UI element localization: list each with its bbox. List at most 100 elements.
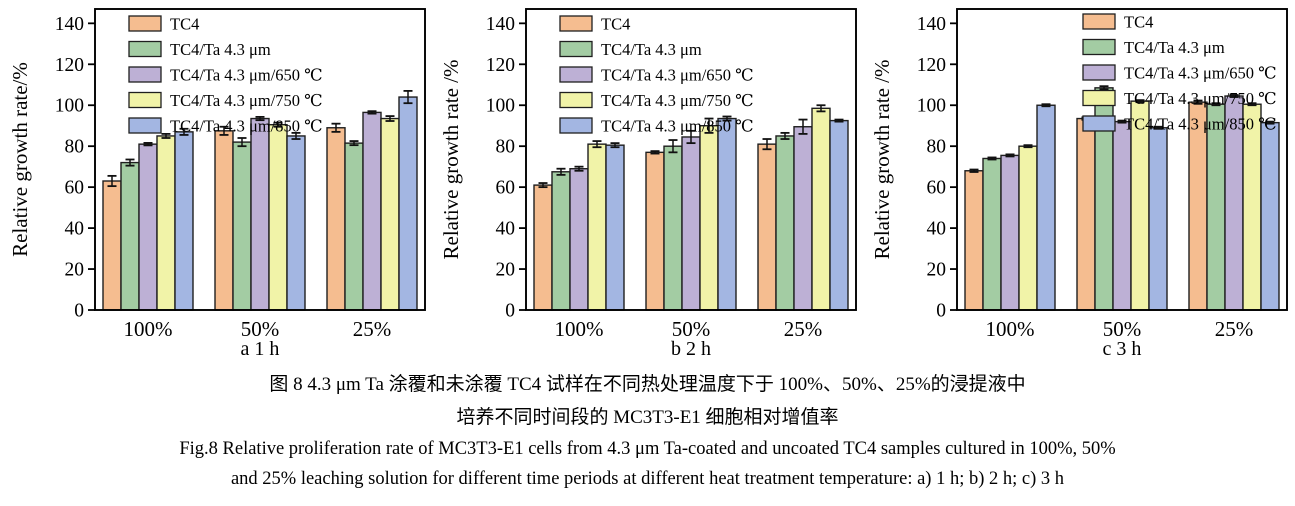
legend-label: TC4/Ta 4.3 μm/850 ℃ [1124,115,1277,134]
y-axis-tick-label: 100 [917,96,946,117]
legend-swatch [128,66,162,83]
bar [1242,103,1262,311]
bar [174,131,194,311]
y-axis-tick-label: 100 [486,96,515,117]
bar [398,96,418,311]
y-axis-title: Relative growth rate /% [439,59,463,259]
panel-sublabel: c 3 h [1103,338,1142,360]
legend-swatch [128,117,162,134]
category-label: 25% [353,317,392,341]
bar-chart-c: 0 20 40 60 80 100 120 140 Relative growth rate /… [870,8,1288,360]
caption-zh-line1: 图 8 4.3 μm Ta 涂覆和未涂覆 TC4 试样在不同热处理温度下于 10… [269,374,1026,395]
bar [964,170,984,311]
y-axis-tick-label: 40 [496,219,516,240]
y-axis-tick-label: 40 [927,219,947,240]
y-axis-tick-label: 80 [65,137,85,158]
category-label: 25% [784,317,823,341]
y-axis-tick-label: 0 [505,301,515,322]
figure-caption: 图 8 4.3 μm Ta 涂覆和未涂覆 TC4 试样在不同热处理温度下于 10… [0,368,1295,494]
bar [645,151,665,311]
y-axis-tick-label: 60 [496,178,516,199]
legend-swatch [559,91,593,109]
bar [362,111,382,311]
category-label: 100% [986,317,1035,341]
bar [1206,103,1226,311]
legend-swatch [1082,115,1116,132]
y-axis-tick-label: 140 [486,14,515,35]
category-label: 25% [1215,317,1254,341]
category-label: 100% [124,317,173,341]
legend-label: TC4/Ta 4.3 μm/650 ℃ [601,66,754,85]
category-label: 100% [555,317,604,341]
bar [232,141,252,311]
bar [681,136,701,311]
legend-swatch [559,66,593,83]
bar [268,123,288,311]
y-axis-tick-label: 80 [927,137,947,158]
bar [1036,104,1056,311]
bar [1018,145,1038,311]
legend-swatch [559,40,593,58]
y-axis-tick-label: 100 [55,96,84,117]
legend-label: TC4/Ta 4.3 μm [601,40,702,59]
bar [1148,127,1168,311]
legend-swatch [559,117,593,134]
bar [120,161,140,311]
bar [811,107,831,311]
figure-panels: 0 20 40 60 80 100 120 140 Relative growth rate/%… [1,0,1294,362]
y-axis-tick-label: 20 [65,260,85,281]
chart-panel-c: 0 20 40 60 80 100 120 140 Relative growth rate /… [863,0,1294,362]
legend-label: TC4/Ta 4.3 μm/850 ℃ [170,117,323,136]
y-axis-tick-label: 60 [65,178,85,199]
y-axis-tick-label: 140 [55,14,84,35]
bar [587,143,607,311]
legend-label: TC4/Ta 4.3 μm/650 ℃ [170,66,323,85]
chart-panel-a: 0 20 40 60 80 100 120 140 Relative growth rate/%… [1,0,432,362]
bar [757,143,777,311]
bar [214,130,234,311]
y-axis-tick-label: 140 [917,14,946,35]
category-label: 50% [1103,317,1142,341]
bar-chart-b: 0 20 40 60 80 100 120 140 Relative growth rate /… [439,8,857,360]
legend-swatch [128,40,162,58]
bar [551,171,571,311]
caption-zh-line2: 培养不同时间段的 MC3T3-E1 细胞相对增值率 [456,407,839,428]
bar [156,135,176,311]
legend-label: TC4/Ta 4.3 μm/650 ℃ [1124,64,1277,83]
chart-panel-b: 0 20 40 60 80 100 120 140 Relative growth rate /… [432,0,863,362]
y-axis-tick-label: 120 [486,55,515,76]
y-axis-title: Relative growth rate /% [870,59,894,259]
bar [717,117,737,311]
legend-swatch [1082,38,1116,56]
panel-sublabel: a 1 h [241,338,280,360]
bar [605,144,625,311]
bar [982,157,1002,311]
legend-swatch [128,91,162,109]
bar [1000,154,1020,311]
bar [829,119,849,311]
bar [699,125,719,311]
bar [569,168,589,311]
plot-border [94,8,426,311]
y-axis-tick-label: 60 [927,178,947,199]
legend-swatch [1082,89,1116,107]
plot-border [956,8,1288,311]
bar [250,117,270,311]
y-axis-tick-label: 20 [927,260,947,281]
y-axis-tick-label: 120 [917,55,946,76]
bar [286,135,306,311]
legend-label: TC4/Ta 4.3 μm [170,40,271,59]
bar [775,135,795,311]
legend-swatch [559,15,593,32]
legend-label: TC4 [170,15,199,34]
legend-label: TC4/Ta 4.3 μm/750 ℃ [170,91,323,110]
legend-label: TC4/Ta 4.3 μm/750 ℃ [601,91,754,110]
y-axis-tick-label: 120 [55,55,84,76]
bar [1260,121,1280,311]
caption-en-line1: Fig.8 Relative proliferation rate of MC3… [179,439,1116,459]
legend-swatch [1082,13,1116,30]
bar-chart-a: 0 20 40 60 80 100 120 140 Relative growth rate/%… [8,8,426,360]
bar [793,126,813,311]
bar [663,145,683,311]
